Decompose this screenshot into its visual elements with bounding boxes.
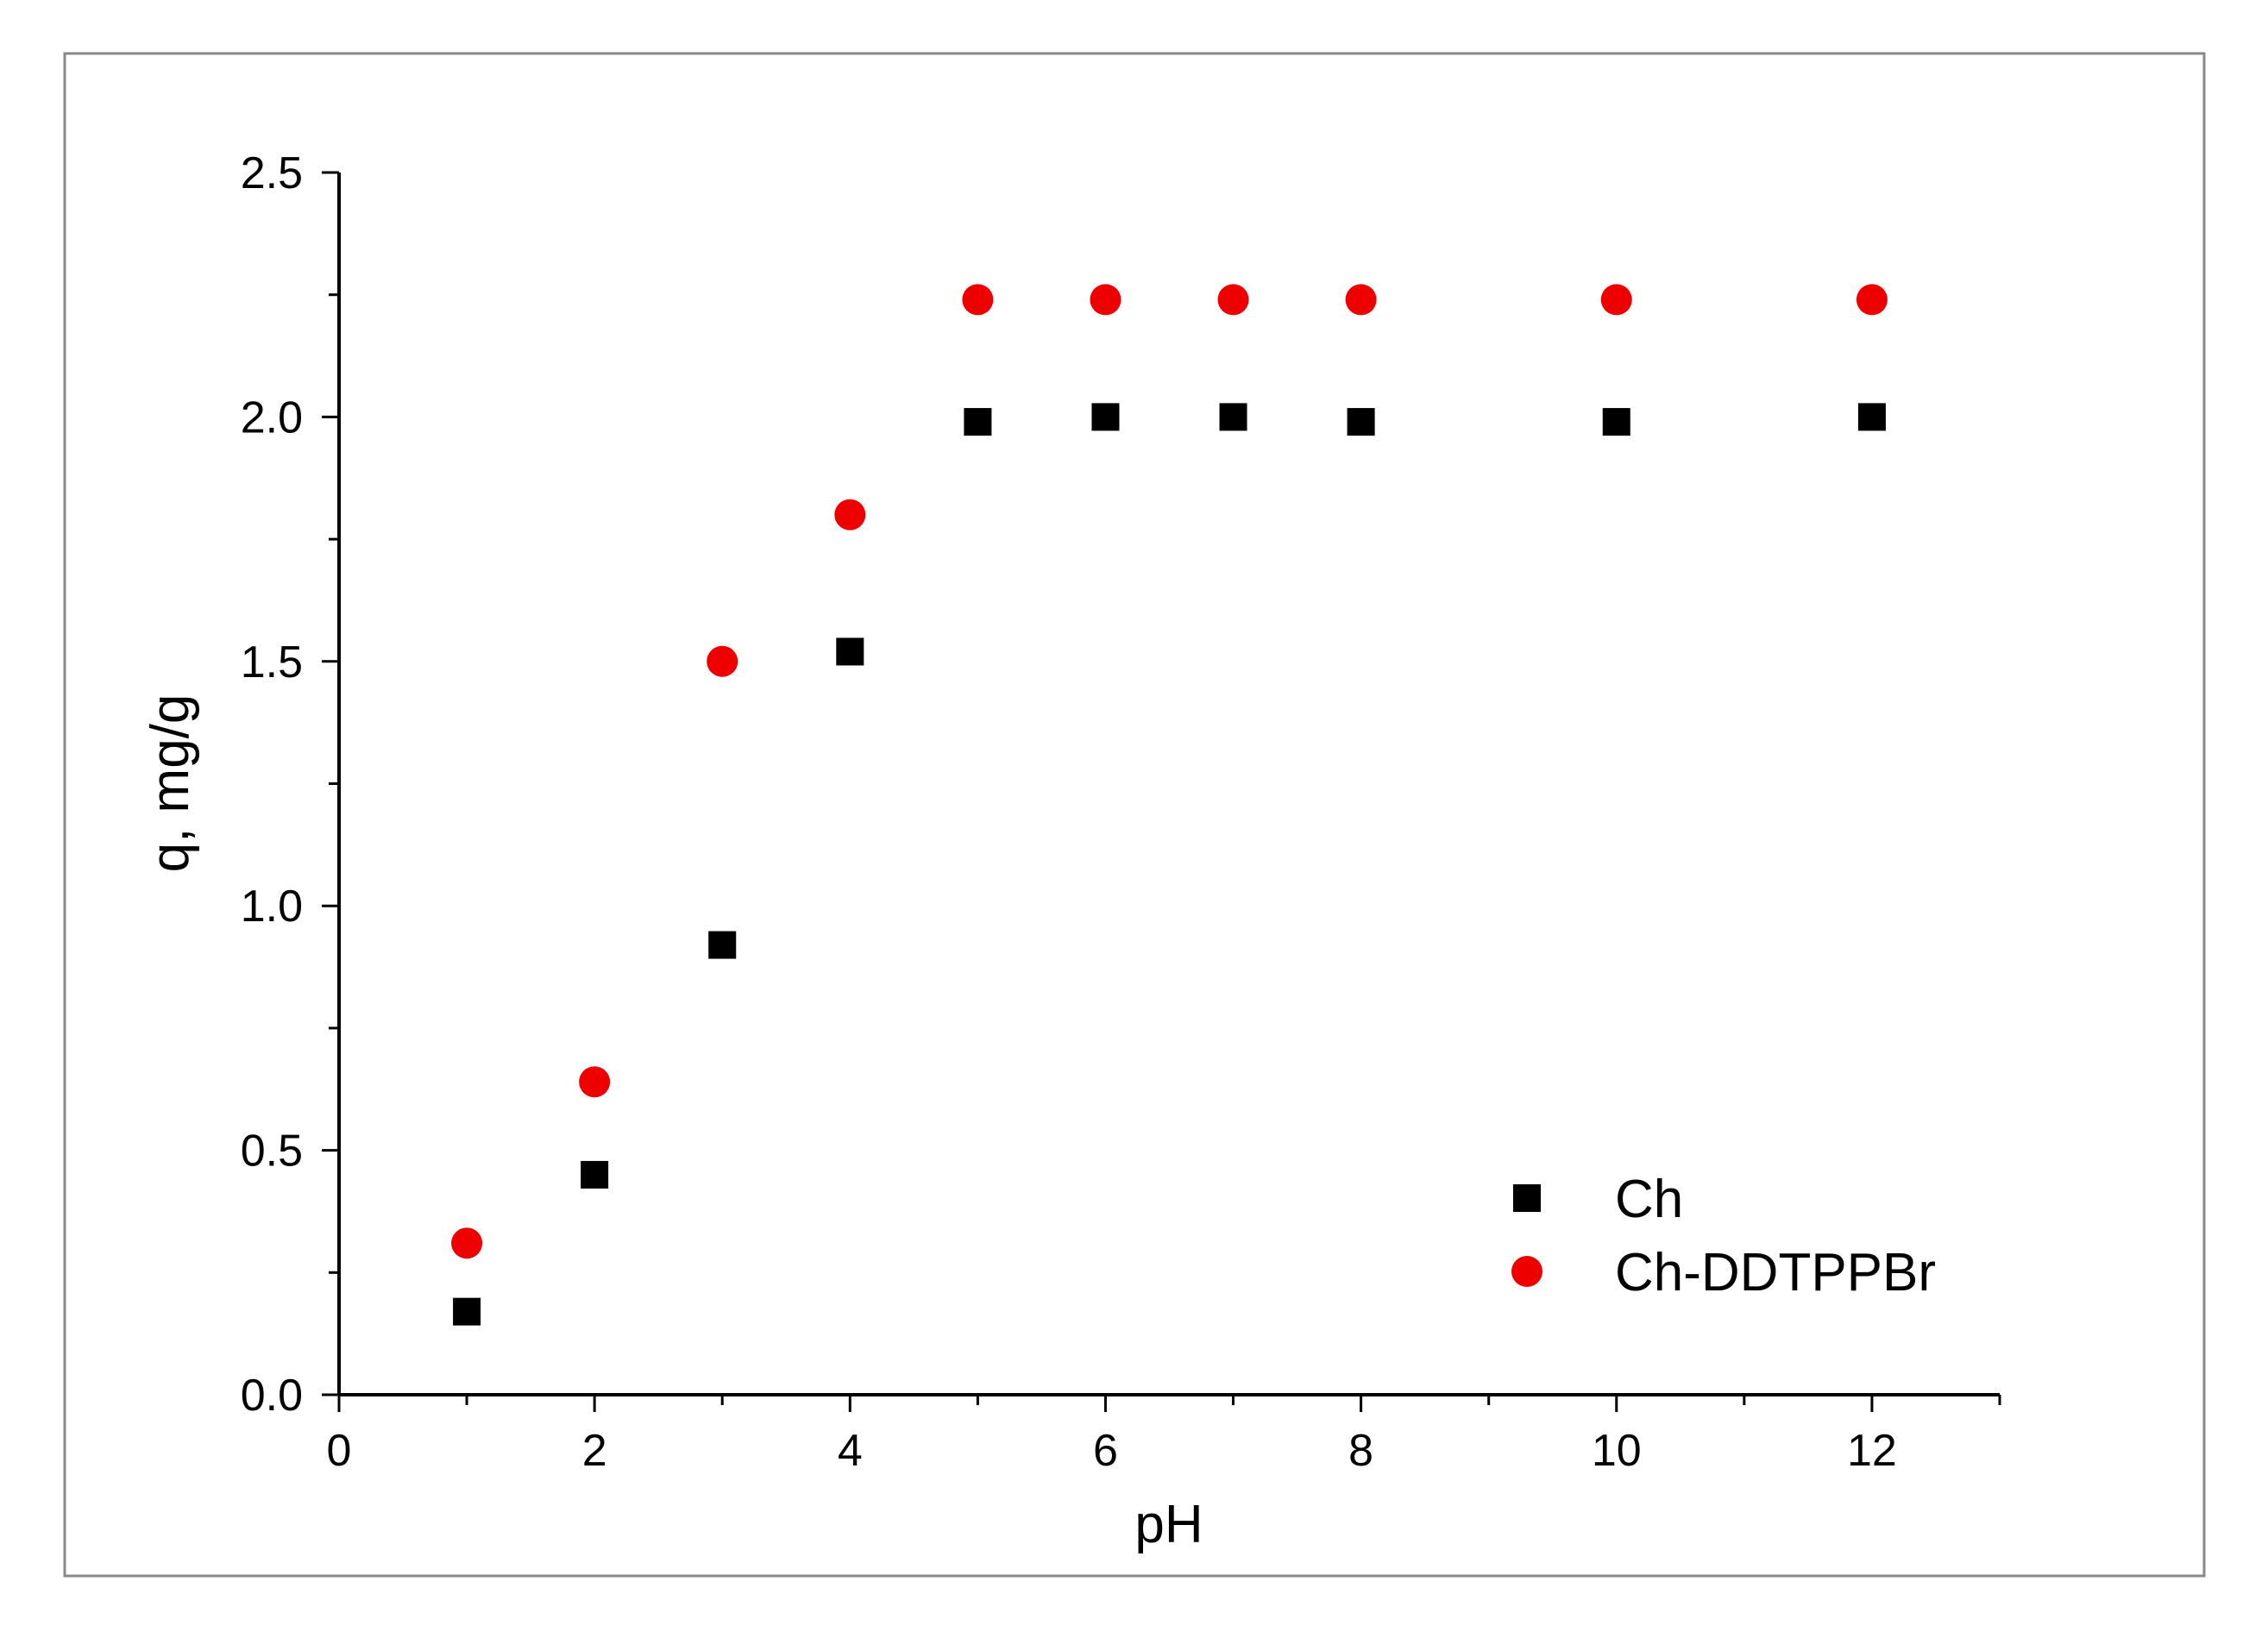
figure-frame	[63, 52, 2206, 1578]
x-tick-label: 4	[838, 1426, 863, 1476]
legend-label-ch: Ch	[1615, 1170, 1683, 1229]
x-axis-title: pH	[1134, 1495, 1203, 1554]
point-ch-ddtppbr	[1345, 284, 1377, 316]
x-tick-label: 2	[582, 1426, 607, 1476]
x-tick-label: 10	[1592, 1426, 1642, 1476]
y-tick-label: 0.0	[241, 1371, 303, 1421]
y-axis-title: q, mg/g	[141, 694, 200, 873]
y-tick-label: 0.5	[241, 1127, 303, 1177]
point-ch	[1219, 403, 1247, 431]
y-tick-label: 1.5	[241, 637, 303, 687]
x-tick-label: 0	[327, 1426, 352, 1476]
x-axis-ticks: 0 2 4 6 8 10 12	[327, 1395, 2001, 1476]
y-tick-label: 2.5	[241, 148, 303, 198]
y-axis-ticks: 0.0 0.5 1.0 1.5 2.0 2.5	[241, 148, 339, 1421]
point-ch-ddtppbr	[1856, 284, 1888, 316]
x-tick-label: 6	[1093, 1426, 1118, 1476]
point-ch	[581, 1160, 609, 1189]
legend: Ch Ch-DDTPPBr	[1511, 1170, 1936, 1302]
point-ch	[964, 408, 992, 436]
point-ch-ddtppbr	[1217, 284, 1249, 316]
point-ch-ddtppbr	[707, 645, 738, 677]
y-tick-label: 1.0	[241, 882, 303, 932]
point-ch-ddtppbr	[451, 1227, 483, 1259]
y-tick-label: 2.0	[241, 392, 303, 442]
legend-label-ch-ddtppbr: Ch-DDTPPBr	[1615, 1243, 1936, 1302]
x-tick-label: 8	[1348, 1426, 1373, 1476]
point-ch-ddtppbr	[579, 1066, 611, 1098]
point-ch-ddtppbr	[962, 284, 994, 316]
point-ch	[1857, 403, 1886, 431]
point-ch	[1347, 408, 1375, 436]
point-ch	[708, 931, 737, 959]
point-ch	[1091, 403, 1120, 431]
point-ch-ddtppbr	[1600, 284, 1632, 316]
legend-marker-ch	[1513, 1184, 1541, 1212]
point-ch	[1602, 408, 1630, 436]
point-ch	[836, 637, 864, 666]
point-ch	[453, 1297, 481, 1326]
point-ch-ddtppbr	[1090, 284, 1121, 316]
data-points	[451, 284, 1888, 1326]
legend-marker-ch-ddtppbr	[1511, 1256, 1542, 1287]
x-tick-label: 12	[1847, 1426, 1897, 1476]
point-ch-ddtppbr	[834, 499, 866, 530]
